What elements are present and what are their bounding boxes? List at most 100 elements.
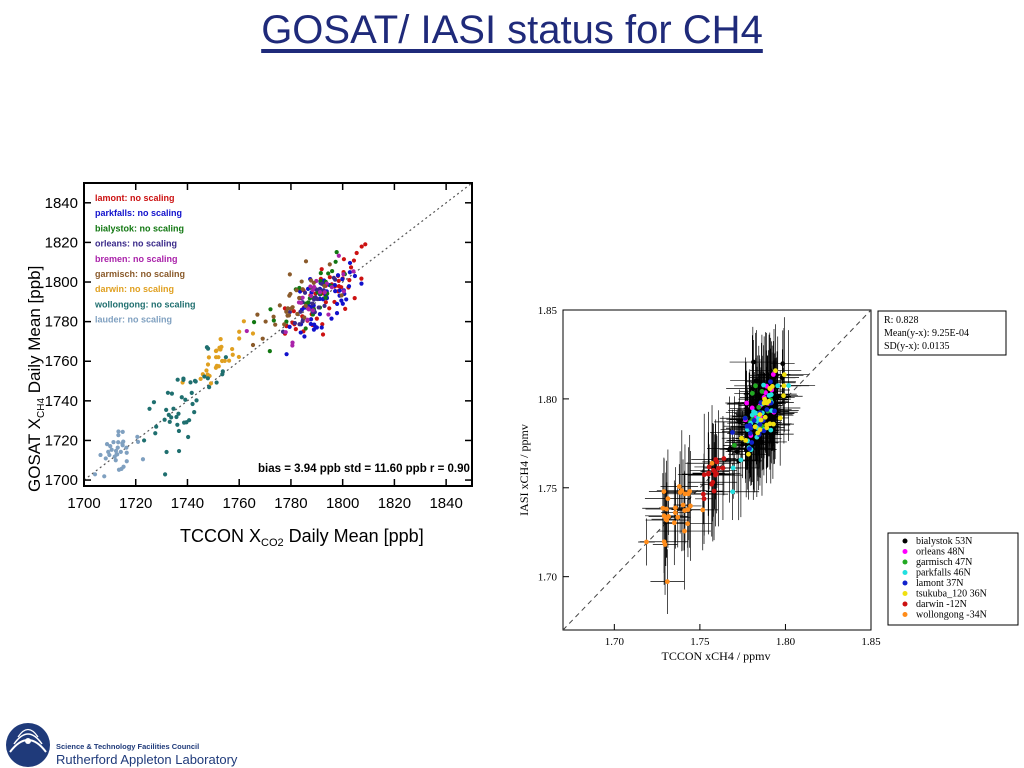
gosat-point-0 (352, 296, 357, 301)
gosat-point-4 (336, 253, 341, 258)
iasi-point-5 (781, 393, 786, 399)
iasi-point-7 (675, 514, 681, 520)
gosat-point-1 (309, 290, 314, 295)
gosat-point-4 (298, 300, 303, 305)
gosat-x-tick-label: 1740 (171, 495, 204, 512)
gosat-point-0 (320, 332, 326, 337)
gosat-point-6 (205, 362, 211, 367)
gosat-point-2 (325, 291, 330, 296)
gosat-point-1 (340, 276, 345, 282)
gosat-x-tick-label: 1700 (67, 495, 100, 512)
iasi-legend-entry: orleans 48N (916, 547, 965, 558)
gosat-point-8 (121, 464, 126, 469)
stfc-logo-icon (6, 723, 50, 767)
iasi-x-axis-label: TCCON xCH4 / ppmv (661, 649, 770, 663)
gosat-point-5 (311, 280, 316, 285)
iasi-point-3 (745, 427, 750, 432)
gosat-y-axis-label: GOSAT XCH4 Daily Mean [ppb] (25, 266, 47, 492)
iasi-point-4 (744, 423, 750, 429)
iasi-point-2 (756, 404, 762, 410)
iasi-point-0 (759, 413, 765, 419)
gosat-point-7 (164, 449, 169, 455)
iasi-point-3 (786, 383, 792, 388)
iasi-point-4 (747, 446, 752, 452)
iasi-point-1 (765, 400, 771, 406)
gosat-point-0 (309, 312, 314, 317)
iasi-legend-entry: garmisch 47N (916, 557, 972, 568)
iasi-point-5 (743, 437, 749, 443)
iasi-point-3 (768, 427, 774, 433)
gosat-point-5 (285, 313, 290, 318)
iasi-point-0 (727, 447, 732, 452)
gosat-point-0 (329, 282, 334, 287)
iasi-point-7 (676, 484, 682, 489)
gosat-point-8 (135, 439, 141, 444)
iasi-point-0 (749, 416, 754, 422)
iasi-point-3 (766, 393, 772, 398)
gosat-x-tick-label: 1720 (119, 495, 152, 512)
gosat-point-7 (175, 422, 180, 427)
gosat-point-0 (301, 288, 306, 293)
gosat-point-1 (305, 286, 311, 291)
gosat-point-5 (322, 283, 327, 289)
iasi-point-6 (715, 465, 721, 471)
iasi-point-3 (769, 399, 774, 405)
iasi-point-3 (730, 489, 736, 495)
gosat-point-0 (332, 299, 337, 305)
gosat-point-1 (302, 305, 307, 310)
gosat-point-5 (273, 322, 278, 327)
gosat-point-8 (124, 445, 129, 450)
iasi-point-7 (666, 514, 671, 519)
iasi-point-0 (754, 417, 760, 423)
gosat-point-0 (323, 283, 328, 288)
gosat-point-7 (186, 434, 191, 440)
gosat-point-6 (222, 358, 227, 363)
gosat-point-1 (332, 283, 337, 288)
gosat-point-1 (308, 306, 314, 311)
gosat-point-7 (207, 385, 212, 390)
iasi-point-0 (774, 394, 780, 400)
gosat-point-4 (305, 317, 310, 322)
iasi-point-7 (661, 489, 667, 494)
gosat-y-tick-label: 1820 (45, 234, 78, 251)
gosat-point-1 (287, 324, 292, 329)
iasi-point-7 (671, 520, 677, 526)
gosat-point-6 (219, 344, 224, 349)
gosat-point-1 (297, 289, 303, 294)
iasi-point-7 (682, 528, 687, 534)
gosat-point-2 (293, 287, 298, 292)
iasi-point-0 (751, 436, 757, 442)
iasi-point-0 (755, 420, 760, 425)
gosat-y-tick-label: 1780 (45, 314, 78, 331)
iasi-point-0 (752, 406, 758, 411)
gosat-point-6 (218, 337, 223, 342)
gosat-point-6 (230, 352, 235, 357)
gosat-point-6 (213, 365, 219, 370)
gosat-point-8 (104, 441, 110, 447)
gosat-legend-entry: garmisch: no scaling (95, 269, 185, 279)
gosat-point-0 (309, 311, 314, 317)
gosat-point-5 (300, 287, 305, 292)
iasi-point-1 (763, 390, 768, 396)
gosat-y-ticks: 1700 1720 1740 1760 1780 1800 1820 1840 (45, 195, 472, 489)
gosat-point-4 (296, 300, 302, 305)
gosat-point-4 (351, 269, 356, 274)
gosat-legend-entry: bialystok: no scaling (95, 223, 184, 233)
iasi-point-3 (775, 383, 781, 389)
iasi-point-0 (748, 410, 753, 416)
gosat-point-1 (313, 324, 318, 329)
gosat-point-2 (304, 301, 309, 306)
gosat-point-0 (336, 278, 341, 283)
gosat-point-1 (302, 334, 307, 339)
iasi-point-4 (772, 408, 777, 414)
gosat-point-6 (214, 363, 219, 368)
gosat-point-6 (226, 358, 232, 363)
gosat-y-tick-label: 1700 (45, 472, 78, 489)
gosat-point-3 (322, 303, 327, 309)
iasi-x-tick-label: 1.80 (776, 636, 796, 648)
iasi-point-6 (711, 488, 717, 494)
iasi-point-2 (759, 423, 765, 429)
iasi-point-5 (781, 372, 787, 378)
gosat-point-0 (327, 275, 332, 280)
gosat-point-3 (314, 287, 319, 292)
